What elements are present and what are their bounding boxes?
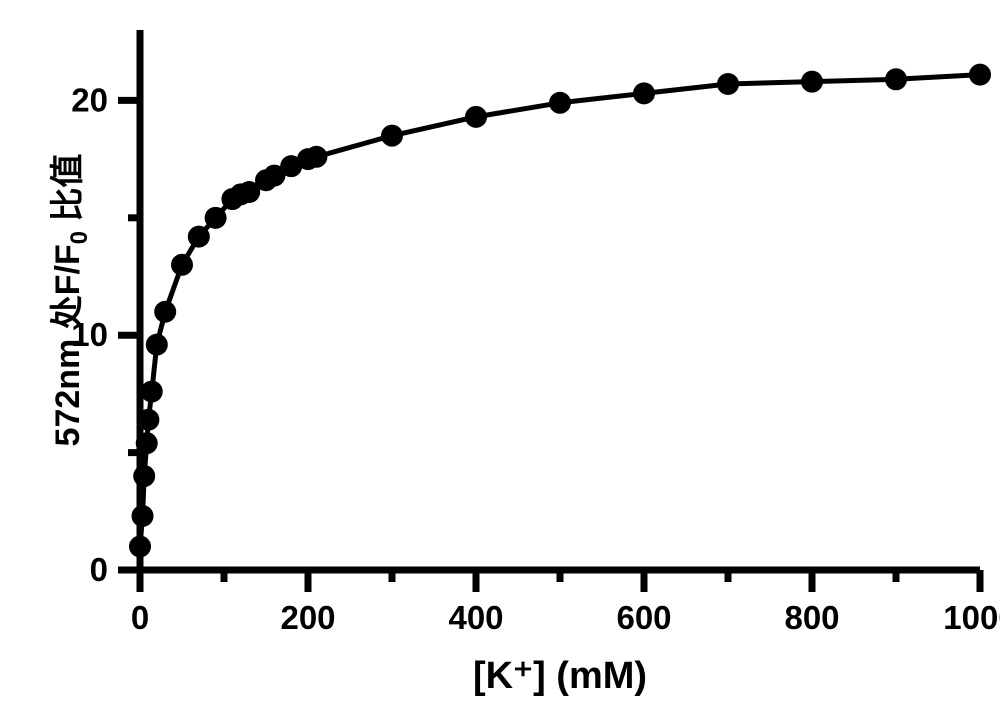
ylabel-sub: 0 <box>66 231 93 244</box>
y-tick-label: 20 <box>71 81 108 118</box>
data-marker <box>129 536 151 558</box>
chart-container: 0200400600800100001020 572nm 处F/F0 比值 [K… <box>0 0 1000 709</box>
y-tick-label: 0 <box>90 551 108 588</box>
data-marker <box>465 106 487 128</box>
x-tick-label: 1000 <box>943 599 1000 636</box>
chart-svg: 0200400600800100001020 <box>0 0 1000 709</box>
x-tick-label: 800 <box>784 599 839 636</box>
data-marker <box>141 381 163 403</box>
ylabel-suffix: 比值 <box>49 154 87 231</box>
data-marker <box>969 64 991 86</box>
data-marker <box>885 68 907 90</box>
data-marker <box>305 146 327 168</box>
ylabel-prefix: 572nm 处F/F <box>49 244 87 446</box>
x-tick-label: 400 <box>448 599 503 636</box>
data-marker <box>133 465 155 487</box>
data-marker <box>154 301 176 323</box>
data-marker <box>137 409 159 431</box>
y-axis-label: 572nm 处F/F0 比值 <box>40 140 94 460</box>
data-marker <box>132 505 154 527</box>
x-axis-label: [K⁺] (mM) <box>430 653 690 698</box>
data-marker <box>146 334 168 356</box>
x-tick-label: 600 <box>616 599 671 636</box>
data-marker <box>171 254 193 276</box>
data-marker <box>717 73 739 95</box>
data-marker <box>801 71 823 93</box>
data-marker <box>188 226 210 248</box>
data-marker <box>549 92 571 114</box>
data-marker <box>205 207 227 229</box>
data-marker <box>381 125 403 147</box>
x-tick-label: 0 <box>131 599 149 636</box>
data-marker <box>633 82 655 104</box>
data-marker <box>136 432 158 454</box>
x-tick-label: 200 <box>280 599 335 636</box>
